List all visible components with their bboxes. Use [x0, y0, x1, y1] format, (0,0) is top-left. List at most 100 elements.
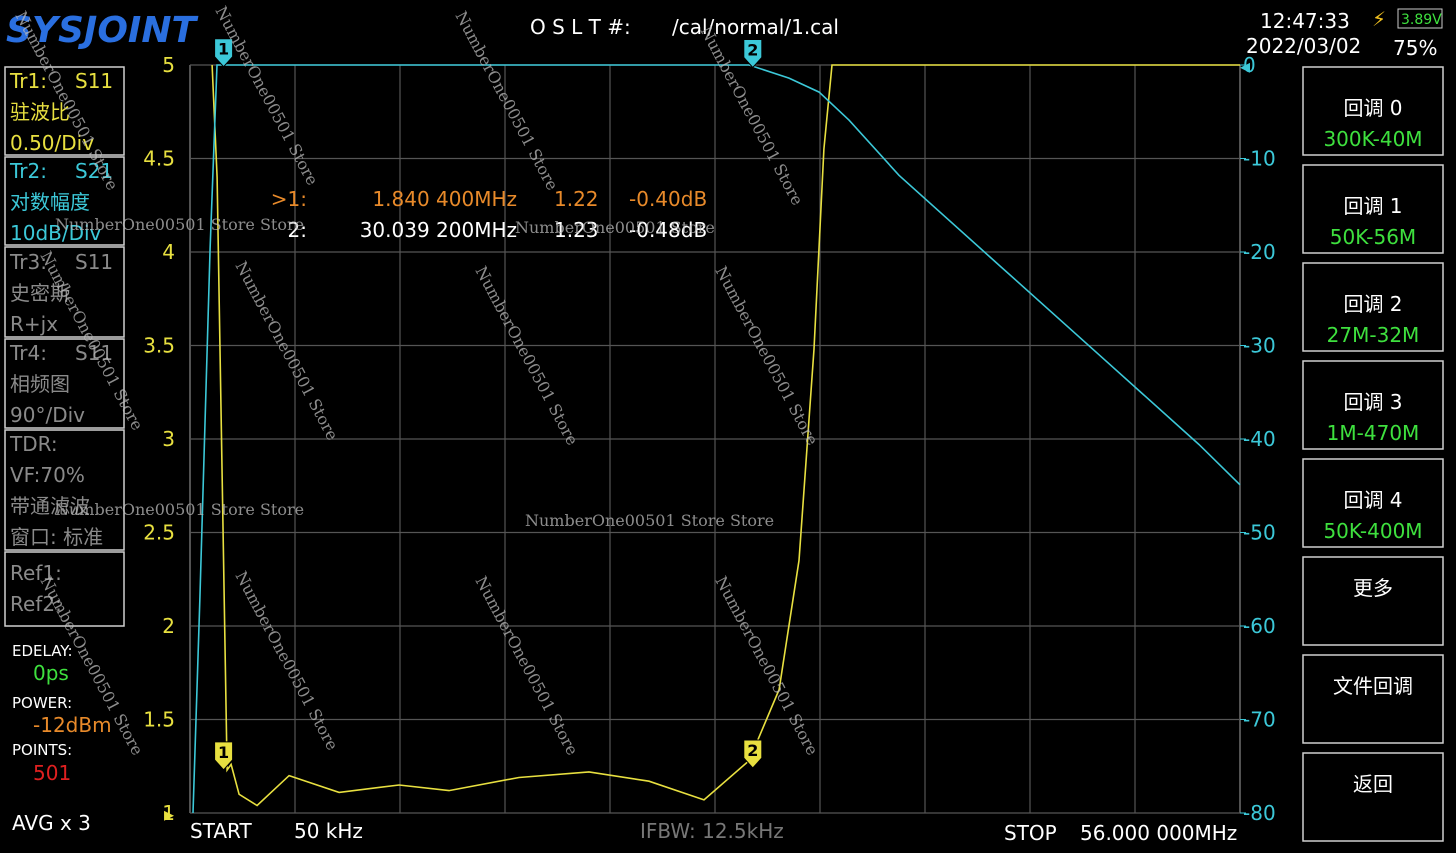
edelay: 0ps: [33, 661, 69, 685]
tdr-box[interactable]: [4, 429, 125, 551]
trace-id: Tr3:: [9, 250, 47, 274]
button-title: 回调 3: [1343, 390, 1402, 414]
trace-box[interactable]: [4, 66, 125, 156]
y-tick-label: 3: [162, 427, 175, 451]
button-title: 返回: [1353, 772, 1393, 796]
menu-button[interactable]: [1302, 654, 1444, 744]
marker-label: 1: [218, 743, 229, 762]
trace-box[interactable]: [4, 156, 125, 246]
points-label: POINTS:: [12, 741, 72, 759]
marker-s21: [214, 38, 234, 68]
marker-s11: [214, 741, 234, 771]
trace-line: [192, 64, 1241, 814]
menu-button[interactable]: [1302, 458, 1444, 548]
menu-button[interactable]: [1302, 164, 1444, 254]
cal-label: O S L T #:: [530, 15, 631, 39]
edelay-label: EDELAY:: [12, 642, 73, 660]
y2-tick-label: -40: [1243, 427, 1276, 451]
stop: 56.000 000MHz: [1080, 821, 1237, 845]
readout-marker: >1:: [271, 187, 307, 211]
avg: AVG x 3: [12, 811, 91, 835]
trace-format: 驻波比: [10, 100, 70, 124]
button-title: 回调 0: [1343, 96, 1402, 120]
y-tick-label: 2: [162, 614, 175, 638]
y2-tick-label: -10: [1243, 147, 1276, 171]
readout-freq: 30.039 200MHz: [360, 218, 517, 242]
battery-icon: [1397, 8, 1443, 29]
readout-s11: 1.23: [554, 218, 599, 242]
button-range: 27M-32M: [1327, 323, 1420, 347]
start: 50 kHz: [294, 819, 363, 843]
y2-tick-label: -80: [1243, 801, 1276, 825]
y-tick-label: 4: [162, 240, 175, 264]
trace-param: S11: [75, 69, 113, 93]
start-label: START: [190, 819, 252, 843]
trace-box[interactable]: [4, 338, 125, 429]
readout-marker: 2:: [288, 218, 307, 242]
menu-button[interactable]: [1302, 556, 1444, 646]
y2-tick-label: -20: [1243, 240, 1276, 264]
watermark: NumberOne00501 Store: [515, 218, 715, 237]
y2-tick-label: -30: [1243, 334, 1276, 358]
y2-tick-label: -70: [1243, 708, 1276, 732]
readout-s11: 1.22: [554, 187, 599, 211]
trace-param: S11: [75, 250, 113, 274]
trace-line: [211, 64, 1240, 807]
watermark: NumberOne00501 Store Store: [55, 215, 304, 234]
trace-id: Tr4:: [9, 341, 47, 365]
watermark: NumberOne00501 Store Store: [525, 511, 774, 530]
trace-format: 对数幅度: [10, 190, 90, 214]
button-range: 300K-40M: [1323, 127, 1422, 151]
readout-s21: -0.40dB: [629, 187, 707, 211]
battery-percent: 75%: [1393, 36, 1437, 60]
trace-param: S21: [75, 159, 113, 183]
y2-tick-label: -50: [1243, 521, 1276, 545]
y-tick-label: 4.5: [143, 147, 175, 171]
marker-s21: [743, 38, 763, 69]
tdr-filter: 带通滤波: [10, 494, 90, 518]
date: 2022/03/02: [1246, 34, 1361, 58]
y-tick-label: 3.5: [143, 334, 175, 358]
ref: Ref2:: [10, 592, 62, 616]
readout-s21: -0.48dB: [629, 218, 707, 242]
y2-tick-label: 0: [1243, 53, 1256, 77]
plot: 1 1.5 2 2.5 3 3.5 4 4.5 5 0 -10 -20 -30 -40 -50 -60 -70 -…: [143, 38, 1276, 825]
trace-scale: R+jx: [10, 312, 58, 336]
stop-label: STOP: [1004, 821, 1057, 845]
button-range: 1M-470M: [1327, 421, 1420, 445]
button-range: 50K-56M: [1330, 225, 1416, 249]
charge-icon: ⚡: [1372, 7, 1386, 31]
trace-box[interactable]: [4, 246, 125, 338]
tdr-vf: VF:70%: [10, 463, 85, 487]
tdr-window: 窗口: 标准: [10, 525, 103, 549]
logo: SYSJOINT: [6, 10, 198, 51]
y-tick-label: 1.5: [143, 708, 175, 732]
trace-format: 史密斯: [10, 281, 70, 305]
marker-label: 2: [747, 741, 758, 760]
ref-box[interactable]: [4, 551, 125, 627]
ref-pointer: ◂: [1240, 54, 1250, 78]
button-title: 回调 1: [1343, 194, 1402, 218]
y2-tick-label: -60: [1243, 614, 1276, 638]
cal-file: /cal/normal/1.cal: [672, 15, 839, 39]
button-range: 50K-400M: [1323, 519, 1422, 543]
trace-scale: 90°/Div: [10, 403, 85, 427]
menu-button[interactable]: [1302, 360, 1444, 450]
marker-label: 1: [218, 40, 229, 59]
button-title: 回调 4: [1343, 488, 1402, 512]
watermark: NumberOne00501 Store Store: [55, 500, 304, 519]
ref-pointer: ▸: [164, 802, 174, 826]
menu-button[interactable]: [1302, 752, 1444, 842]
button-title: 更多: [1353, 576, 1393, 600]
points: 501: [33, 761, 71, 785]
power: -12dBm: [33, 713, 112, 737]
y-tick-label: 5: [162, 53, 175, 77]
ifbw: IFBW: 12.5kHz: [640, 819, 784, 843]
time: 12:47:33: [1260, 9, 1350, 33]
menu-button[interactable]: [1302, 66, 1444, 156]
button-title: 回调 2: [1343, 292, 1402, 316]
y-tick-label: 2.5: [143, 521, 175, 545]
power-label: POWER:: [12, 694, 72, 712]
menu-button[interactable]: [1302, 262, 1444, 352]
trace-scale: 0.50/Div: [10, 131, 94, 155]
